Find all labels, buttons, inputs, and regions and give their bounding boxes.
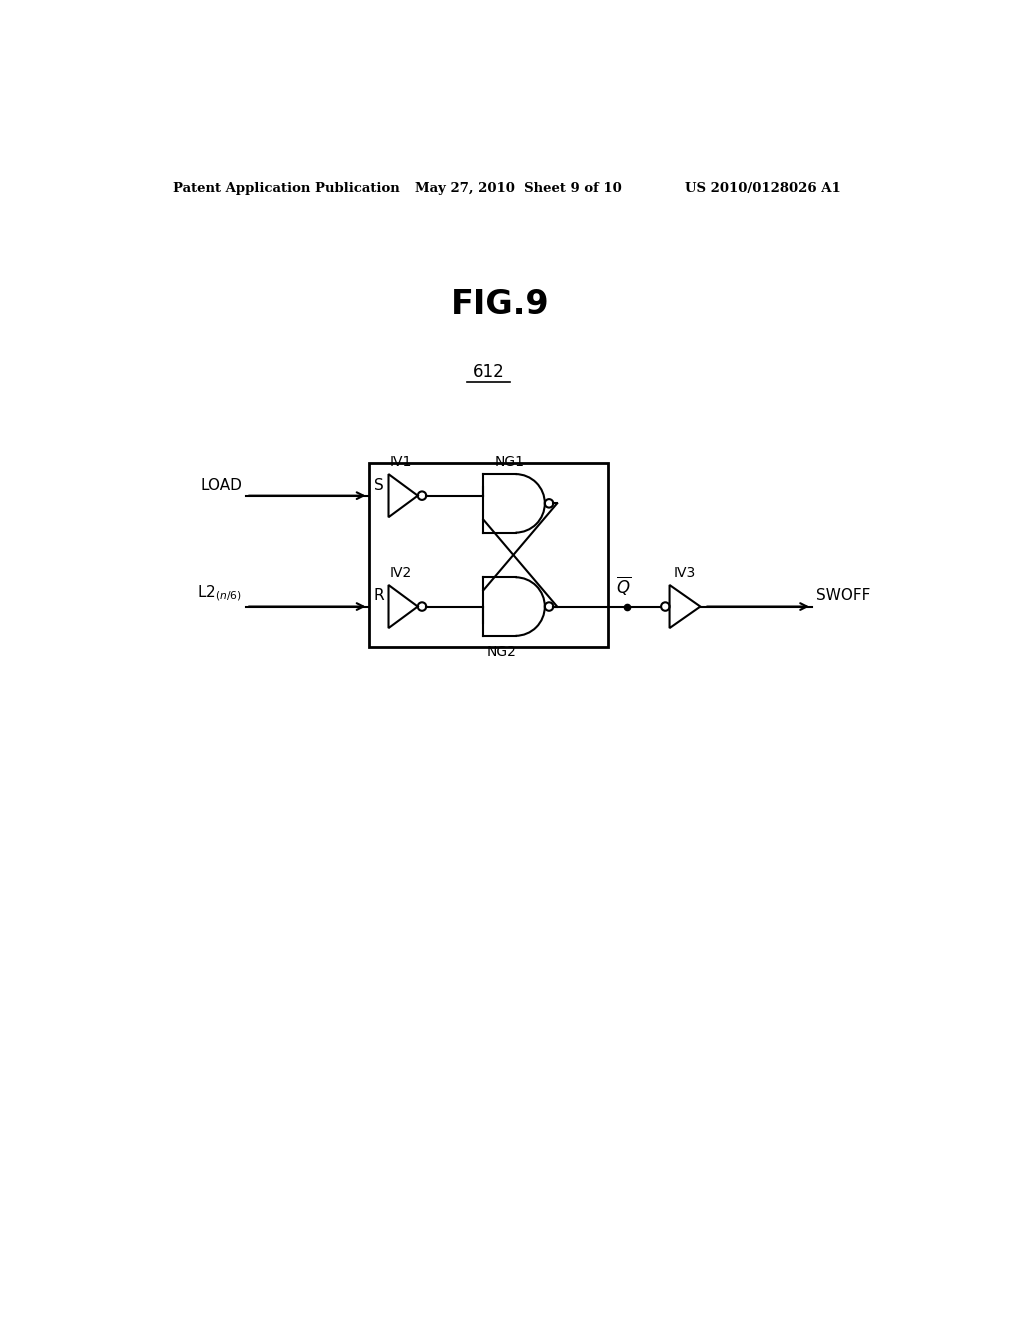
Text: May 27, 2010  Sheet 9 of 10: May 27, 2010 Sheet 9 of 10 bbox=[416, 182, 623, 194]
Text: L2$_{(n/6)}$: L2$_{(n/6)}$ bbox=[198, 583, 243, 603]
Text: NG2: NG2 bbox=[487, 645, 517, 659]
Text: SWOFF: SWOFF bbox=[816, 589, 870, 603]
Text: $\overline{Q}$: $\overline{Q}$ bbox=[615, 574, 631, 598]
Bar bbox=[370, 462, 608, 647]
Text: FIG.9: FIG.9 bbox=[451, 288, 550, 321]
Text: LOAD: LOAD bbox=[201, 478, 243, 492]
Text: R: R bbox=[374, 589, 384, 603]
Text: IV2: IV2 bbox=[390, 566, 413, 581]
Text: IV1: IV1 bbox=[390, 455, 413, 470]
Text: S: S bbox=[374, 478, 384, 492]
Text: IV3: IV3 bbox=[674, 566, 695, 581]
Text: 612: 612 bbox=[473, 363, 505, 381]
Text: NG1: NG1 bbox=[495, 455, 524, 470]
Text: Patent Application Publication: Patent Application Publication bbox=[173, 182, 399, 194]
Text: US 2010/0128026 A1: US 2010/0128026 A1 bbox=[685, 182, 841, 194]
